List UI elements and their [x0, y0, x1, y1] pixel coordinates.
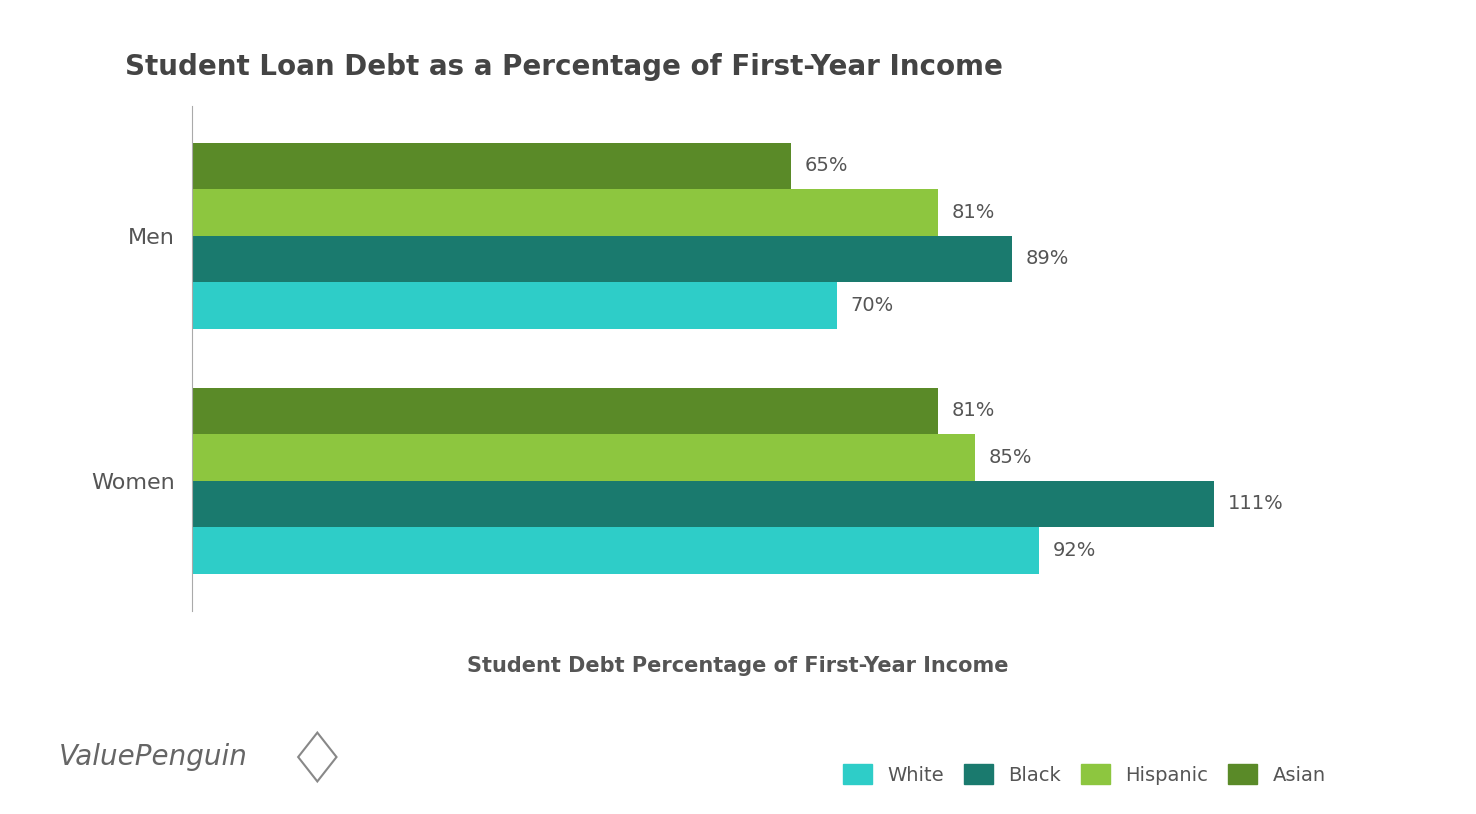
Text: Student Loan Debt as a Percentage of First-Year Income: Student Loan Debt as a Percentage of Fir…	[125, 53, 1004, 81]
Bar	[192, 282, 837, 329]
Bar	[192, 387, 937, 434]
Text: 92%: 92%	[1052, 541, 1097, 560]
Bar	[192, 434, 974, 480]
Text: 111%: 111%	[1228, 494, 1284, 514]
Bar	[192, 236, 1011, 282]
Bar	[192, 189, 937, 236]
Bar	[192, 480, 1215, 527]
Text: 70%: 70%	[850, 296, 893, 315]
Bar	[192, 527, 1039, 574]
Text: 81%: 81%	[952, 401, 995, 420]
Bar	[192, 142, 791, 189]
Legend: White, Black, Hispanic, Asian: White, Black, Hispanic, Asian	[835, 756, 1333, 793]
Text: 65%: 65%	[804, 156, 847, 175]
Text: 85%: 85%	[989, 448, 1032, 467]
Text: 81%: 81%	[952, 203, 995, 222]
Text: ValuePenguin: ValuePenguin	[59, 743, 248, 771]
Text: Student Debt Percentage of First-Year Income: Student Debt Percentage of First-Year In…	[468, 655, 1008, 676]
Text: 89%: 89%	[1026, 249, 1069, 269]
